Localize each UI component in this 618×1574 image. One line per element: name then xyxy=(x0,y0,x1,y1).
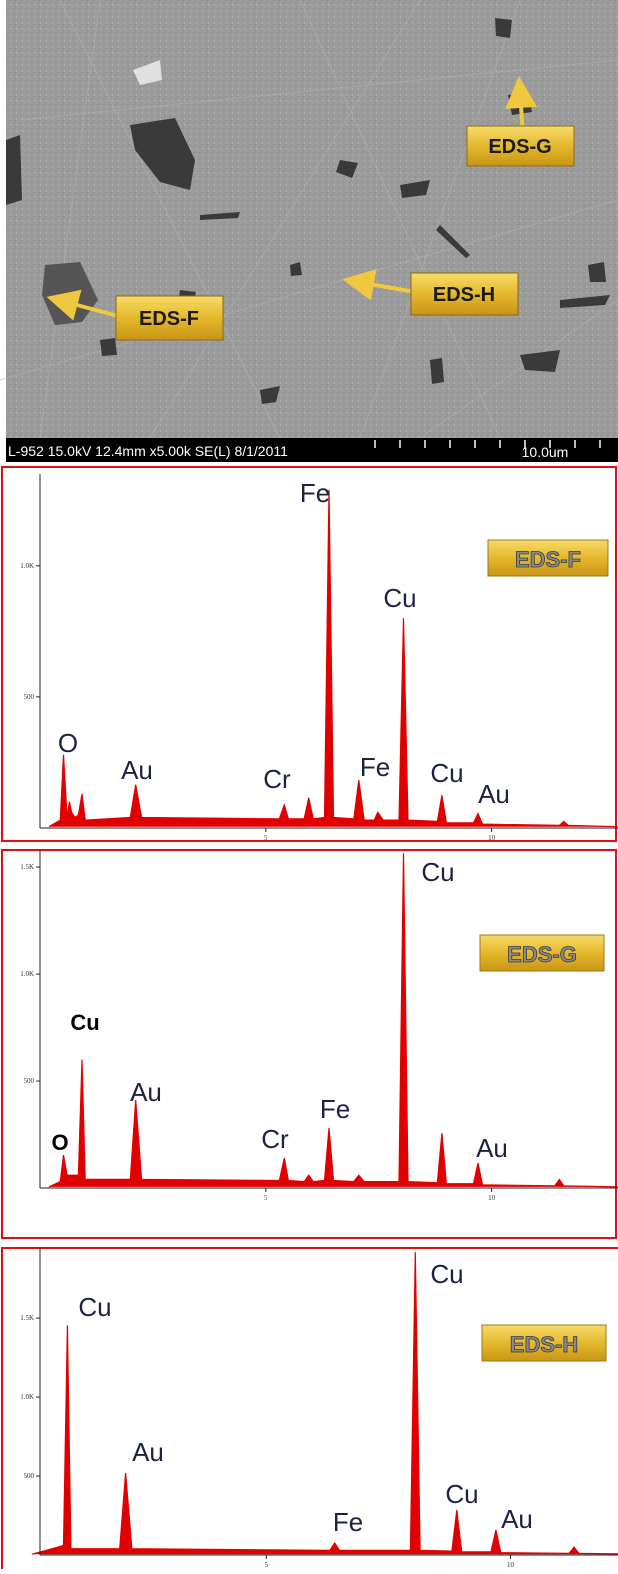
peak-label: Cr xyxy=(261,1124,289,1154)
panel-frame xyxy=(1,1247,618,1569)
peak-label: Au xyxy=(501,1504,533,1534)
chart-title: EDS-G xyxy=(507,942,577,967)
label-badge xyxy=(410,272,519,316)
peak-label: Au xyxy=(121,755,153,785)
spectrum xyxy=(48,853,618,1188)
peak-label: Au xyxy=(476,1133,508,1163)
y-tick-label: 500 xyxy=(24,1472,35,1480)
title-badge xyxy=(481,1324,607,1362)
y-tick-label: 1.0K xyxy=(20,970,34,978)
peak-label: Cu xyxy=(70,1010,99,1035)
info-bar xyxy=(6,438,618,462)
peak-label: Cu xyxy=(430,1259,463,1289)
peak-label: Cu xyxy=(430,758,463,788)
peak-label: Au xyxy=(130,1077,162,1107)
peak-label: Fe xyxy=(333,1507,363,1537)
peak-label: Fe xyxy=(360,752,390,782)
x-tick-label: 10 xyxy=(507,1561,515,1569)
spectrum xyxy=(31,1252,618,1555)
y-tick-label: 1.5K xyxy=(20,863,34,871)
title-badge xyxy=(479,934,605,972)
peak-label: Cr xyxy=(263,764,291,794)
x-tick-label: 5 xyxy=(265,1561,269,1569)
peak-label: Cu xyxy=(78,1292,111,1322)
peak-label: Au xyxy=(478,779,510,809)
spectrum xyxy=(48,489,618,828)
chart-title: EDS-H xyxy=(510,1332,578,1357)
y-tick-label: 1.5K xyxy=(20,1314,34,1322)
sem-label: EDS-F xyxy=(139,308,199,330)
sem-label: EDS-G xyxy=(488,136,551,158)
label-badge xyxy=(466,125,575,167)
y-tick-label: 1.0K xyxy=(20,1393,34,1401)
x-tick-label: 10 xyxy=(488,1194,496,1202)
y-tick-label: 500 xyxy=(24,1077,35,1085)
sem-image: EDS-G EDS-H EDS-F L-952 15.0kV 12.4mm x5… xyxy=(0,0,618,462)
x-tick-label: 10 xyxy=(488,834,496,842)
peak-label: Cu xyxy=(383,583,416,613)
panel-frame xyxy=(1,466,617,842)
x-tick-label: 5 xyxy=(264,834,268,842)
peak-label: Cu xyxy=(421,857,454,887)
scale-label: 10.0um xyxy=(522,444,569,460)
peak-label: O xyxy=(58,728,78,758)
sem-caption: L-952 15.0kV 12.4mm x5.00k SE(L) 8/1/201… xyxy=(8,443,288,459)
chart-title: EDS-F xyxy=(515,547,581,572)
panel-frame xyxy=(1,849,617,1239)
peak-label: Au xyxy=(132,1437,164,1467)
peak-label: Cu xyxy=(445,1479,478,1509)
peak-label: O xyxy=(51,1130,68,1155)
sem-label: EDS-H xyxy=(433,284,495,306)
peak-label: Fe xyxy=(320,1094,350,1124)
peak-label: Fe xyxy=(300,478,330,508)
title-badge xyxy=(487,539,609,577)
y-tick-label: 500 xyxy=(24,693,35,701)
label-badge xyxy=(115,295,224,341)
y-tick-label: 1.0K xyxy=(20,562,34,570)
x-tick-label: 5 xyxy=(264,1194,268,1202)
